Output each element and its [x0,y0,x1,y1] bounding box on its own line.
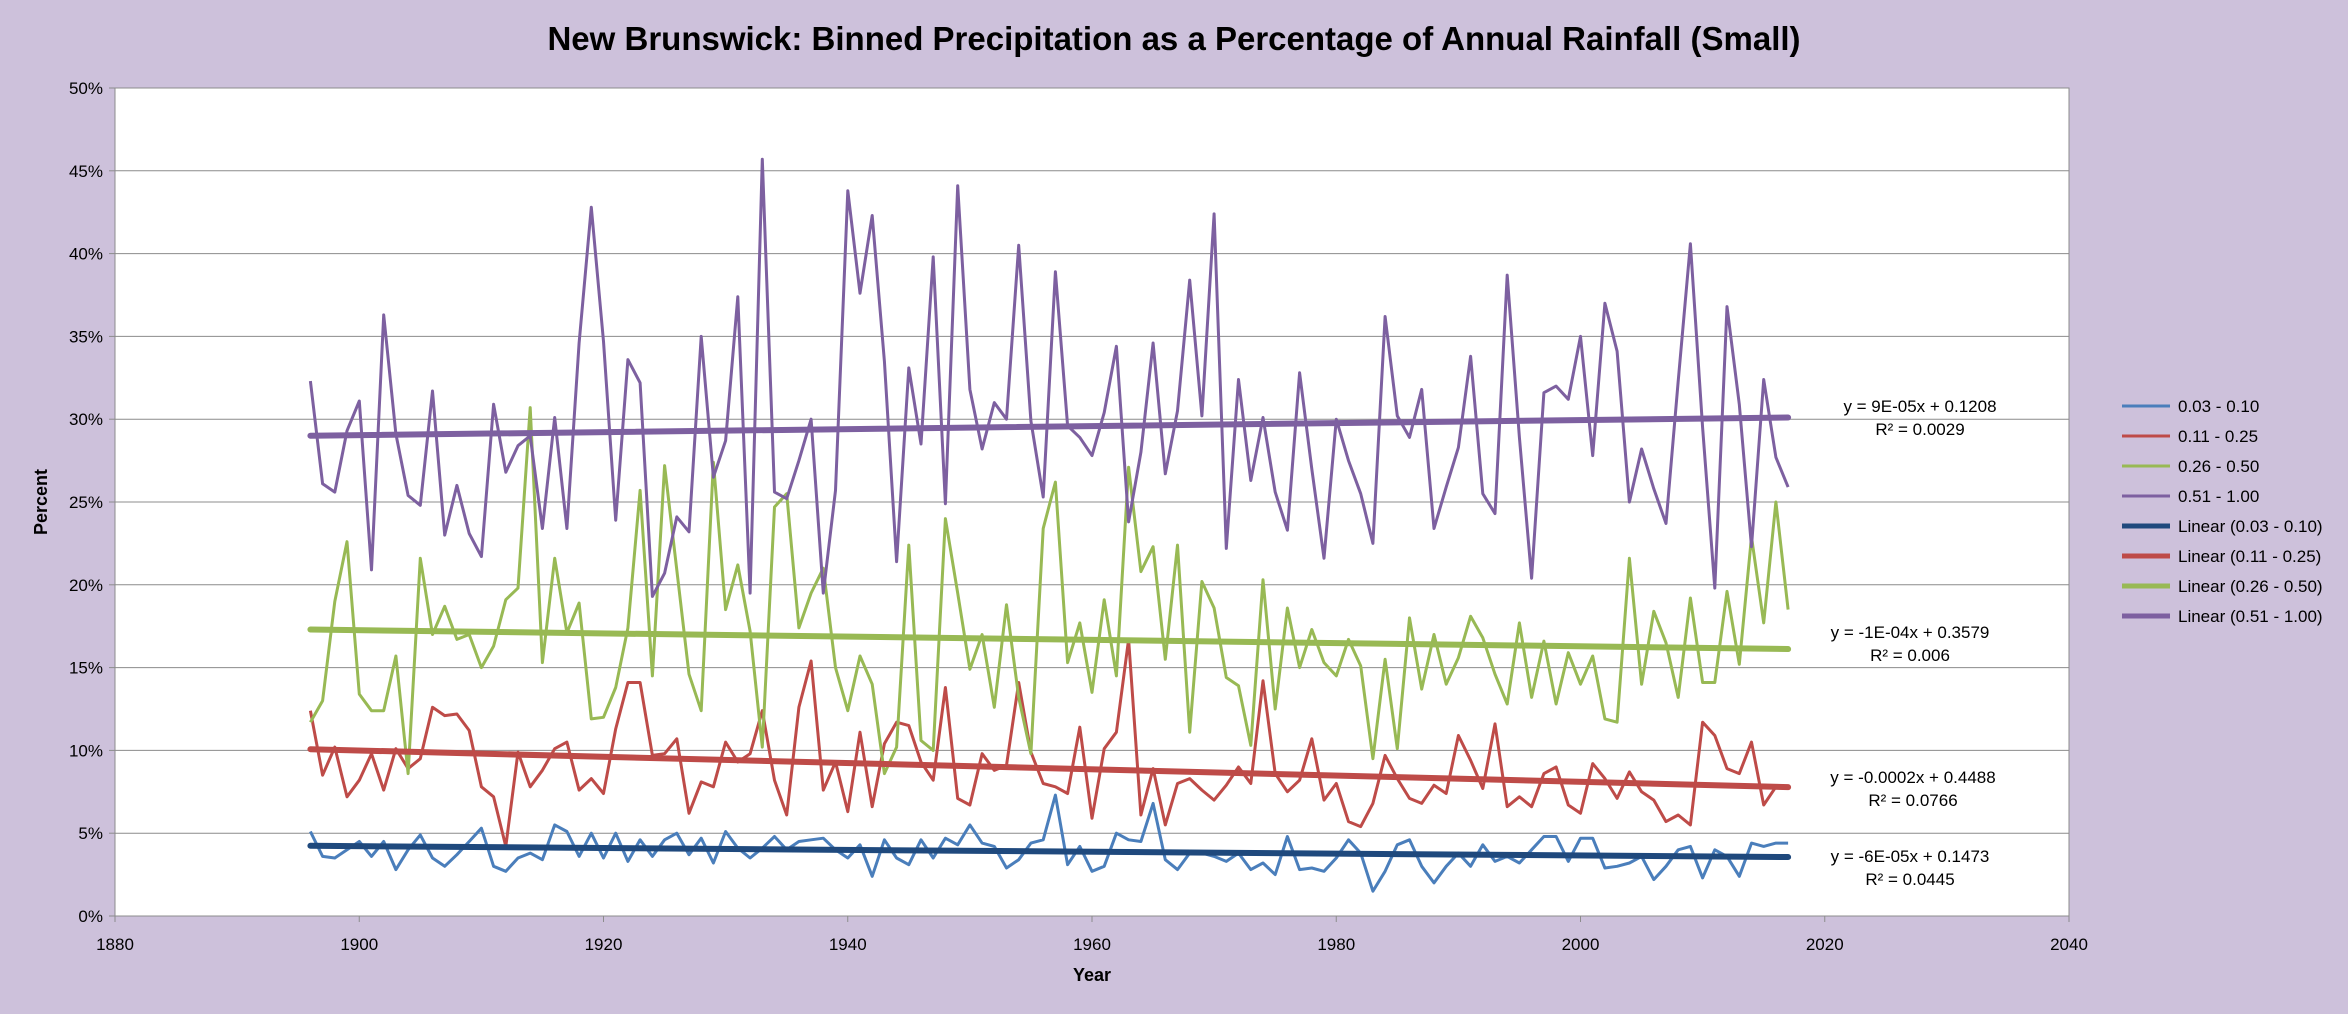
legend-label: Linear (0.03 - 0.10) [2178,517,2323,536]
legend-label: 0.26 - 0.50 [2178,457,2259,476]
y-tick-label: 50% [69,79,103,98]
x-tick-label: 1980 [1317,935,1355,954]
y-tick-label: 35% [69,327,103,346]
trendline-0-51-1-00 [307,414,1792,439]
series-line-0-03-0-10 [309,793,1789,893]
trend-r2-label: R² = 0.0029 [1875,420,1964,439]
trendline-0-03-0-10 [307,842,1792,861]
x-tick-label: 2040 [2050,935,2088,954]
y-axis-title: Percent [31,469,51,535]
y-tick-label: 10% [69,741,103,760]
trend-equation-label: y = -0.0002x + 0.4488 [1830,768,1995,787]
x-tick-label: 1940 [829,935,867,954]
y-tick-label: 20% [69,576,103,595]
legend-label: Linear (0.26 - 0.50) [2178,577,2323,596]
trend-r2-label: R² = 0.0445 [1865,870,1954,889]
y-tick-label: 0% [78,907,103,926]
chart-title: New Brunswick: Binned Precipitation as a… [547,20,1800,57]
trend-r2-label: R² = 0.0766 [1868,791,1957,810]
x-tick-label: 2000 [1562,935,1600,954]
y-tick-label: 45% [69,162,103,181]
x-axis-title: Year [1073,965,1111,985]
legend-label: 0.11 - 0.25 [2178,427,2258,446]
trend-equation-label: y = 9E-05x + 0.1208 [1843,397,1996,416]
trend-equations: y = -6E-05x + 0.1473 R² = 0.0445 y = -0.00… [1830,397,1996,889]
legend-label: Linear (0.51 - 1.00) [2178,607,2323,626]
legend-label: 0.51 - 1.00 [2178,487,2259,506]
x-tick-label: 2020 [1806,935,1844,954]
series-line-0-51-1-00 [308,157,1790,598]
legend-label: Linear (0.11 - 0.25) [2178,547,2321,566]
legend-label: 0.03 - 0.10 [2178,397,2259,416]
trend-equation-label: y = -6E-05x + 0.1473 [1831,847,1990,866]
x-tick-label: 1920 [585,935,623,954]
y-tick-label: 15% [69,659,103,678]
legend: 0.03 - 0.10 0.11 - 0.25 0.26 - 0.50 0.51 - … [2122,397,2323,626]
trendline-0-11-0-25 [307,746,1792,791]
trend-equation-label: y = -1E-04x + 0.3579 [1831,623,1990,642]
trend-r2-label: R² = 0.006 [1870,646,1950,665]
series-line-0-26-0-50 [309,406,1790,776]
trendlines [307,414,1792,861]
y-tick-label: 5% [78,824,103,843]
y-tick-label: 40% [69,245,103,264]
y-tick-label: 30% [69,410,103,429]
x-tick-label: 1900 [340,935,378,954]
axes: 0% 5% 10% 15% 20% 25% 30% 35% 40% 45% 50% 1880 1900 1… [69,79,2088,954]
trendline-0-26-0-50 [307,626,1792,653]
x-tick-label: 1880 [96,935,134,954]
y-tick-label: 25% [69,493,103,512]
x-tick-label: 1960 [1073,935,1111,954]
